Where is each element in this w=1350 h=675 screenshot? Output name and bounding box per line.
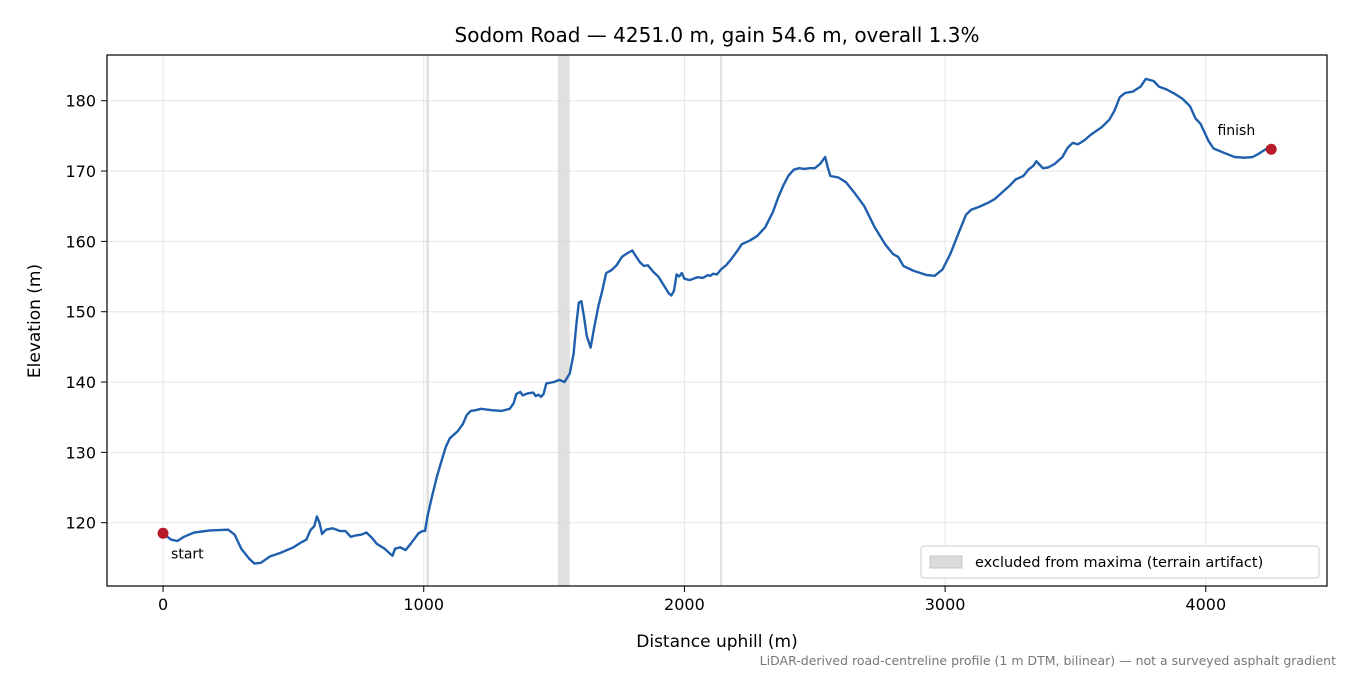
excluded-band <box>720 55 723 586</box>
plot-area: start finish <box>157 77 1277 565</box>
axes-frame <box>106 54 1328 587</box>
elevation-line <box>161 77 1273 565</box>
finish-marker <box>1265 143 1277 155</box>
y-axis-title: Elevation (m) <box>25 264 45 378</box>
excluded-bands <box>426 55 723 586</box>
y-tick-label: 170 <box>65 162 96 181</box>
y-tick-label: 130 <box>65 443 96 462</box>
start-marker <box>157 527 169 539</box>
legend: excluded from maxima (terrain artifact) <box>920 545 1320 579</box>
x-tick-label: 3000 <box>925 595 966 614</box>
footnote: LiDAR-derived road-centreline profile (1… <box>760 653 1336 668</box>
y-tick-label: 150 <box>65 303 96 322</box>
x-tick-label: 4000 <box>1185 595 1226 614</box>
x-tick-label: 2000 <box>664 595 705 614</box>
legend-swatch <box>929 555 963 569</box>
grid <box>107 55 1327 586</box>
y-tick-label: 140 <box>65 373 96 392</box>
finish-label: finish <box>1217 123 1255 139</box>
y-tick-label: 160 <box>65 232 96 251</box>
excluded-band <box>557 55 570 586</box>
x-axis-title: Distance uphill (m) <box>636 632 797 652</box>
excluded-band <box>426 55 429 586</box>
x-tick-label: 0 <box>158 595 168 614</box>
axis-ticks: 0 1000 2000 3000 4000 120 130 140 150 160 170 180 <box>65 92 1226 614</box>
x-tick-label: 1000 <box>403 595 444 614</box>
y-tick-label: 180 <box>65 92 96 111</box>
y-tick-label: 120 <box>65 514 96 533</box>
legend-label: excluded from maxima (terrain artifact) <box>975 555 1263 571</box>
legend-box <box>920 545 1320 579</box>
chart-title: Sodom Road — 4251.0 m, gain 54.6 m, over… <box>455 23 980 47</box>
start-label: start <box>171 546 204 562</box>
